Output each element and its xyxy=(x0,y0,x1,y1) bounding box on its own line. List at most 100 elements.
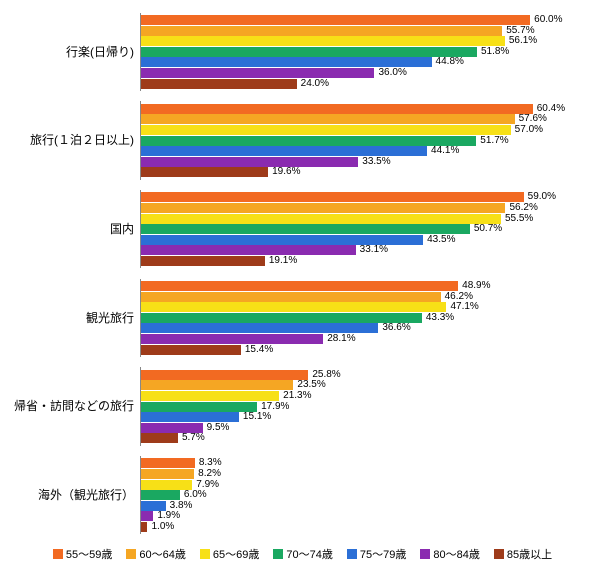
legend-label: 75～79歳 xyxy=(360,546,406,562)
bar xyxy=(141,412,239,422)
bar-value-label: 55.7% xyxy=(506,26,534,36)
legend-swatch xyxy=(273,549,283,559)
bar xyxy=(141,192,524,202)
bar-value-label: 51.8% xyxy=(481,47,509,57)
bar xyxy=(141,423,203,433)
bar-row: 8.3% xyxy=(141,458,595,468)
bar-row: 8.2% xyxy=(141,469,595,479)
bar-value-label: 43.5% xyxy=(427,235,455,245)
legend-label: 55～59歳 xyxy=(66,546,112,562)
bar-row: 23.5% xyxy=(141,380,595,390)
bar-value-label: 47.1% xyxy=(450,302,478,312)
bar xyxy=(141,292,441,302)
bar xyxy=(141,79,297,89)
bar-row: 55.7% xyxy=(141,26,595,36)
bar-row: 15.1% xyxy=(141,412,595,422)
bar xyxy=(141,345,241,355)
bar-value-label: 57.6% xyxy=(519,114,547,124)
bar-row: 33.1% xyxy=(141,245,595,255)
bar-row: 7.9% xyxy=(141,480,595,490)
bar-value-label: 25.8% xyxy=(312,370,340,380)
bar xyxy=(141,522,147,532)
category-group: 旅行(１泊２日以上)60.4%57.6%57.0%51.7%44.1%33.5%… xyxy=(10,97,595,185)
legend-label: 70～74歳 xyxy=(286,546,332,562)
bar-value-label: 21.3% xyxy=(283,391,311,401)
bar-value-label: 55.5% xyxy=(505,214,533,224)
legend: 55～59歳60～64歳65～69歳70～74歳75～79歳80～84歳85歳以… xyxy=(10,546,595,562)
bar-row: 48.9% xyxy=(141,281,595,291)
bar xyxy=(141,402,257,412)
chart-container: 行楽(日帰り)60.0%55.7%56.1%51.8%44.8%36.0%24.… xyxy=(0,0,605,580)
bar-value-label: 56.2% xyxy=(509,203,537,213)
bar-value-label: 33.5% xyxy=(362,157,390,167)
bars-column: 60.0%55.7%56.1%51.8%44.8%36.0%24.0% xyxy=(140,13,595,91)
bar-value-label: 60.4% xyxy=(537,104,565,114)
bar-row: 36.0% xyxy=(141,68,595,78)
bar-row: 25.8% xyxy=(141,370,595,380)
bar xyxy=(141,323,378,333)
bar xyxy=(141,391,279,401)
bar-value-label: 56.1% xyxy=(509,36,537,46)
bar-value-label: 46.2% xyxy=(445,292,473,302)
category-group: 行楽(日帰り)60.0%55.7%56.1%51.8%44.8%36.0%24.… xyxy=(10,8,595,96)
bar xyxy=(141,57,432,67)
bar-value-label: 57.0% xyxy=(515,125,543,135)
legend-item: 65～69歳 xyxy=(200,546,259,562)
bar xyxy=(141,146,427,156)
bar xyxy=(141,224,470,234)
bar-row: 24.0% xyxy=(141,79,595,89)
legend-item: 75～79歳 xyxy=(347,546,406,562)
bar-value-label: 48.9% xyxy=(462,281,490,291)
bar-row: 60.0% xyxy=(141,15,595,25)
bar-value-label: 8.2% xyxy=(198,469,221,479)
bar-value-label: 23.5% xyxy=(297,380,325,390)
category-label: 観光旅行 xyxy=(10,311,140,325)
bar-row: 50.7% xyxy=(141,224,595,234)
bar-row: 51.7% xyxy=(141,136,595,146)
bar xyxy=(141,203,505,213)
bar-value-label: 1.0% xyxy=(151,522,174,532)
bar xyxy=(141,511,153,521)
bar-value-label: 17.9% xyxy=(261,402,289,412)
bar xyxy=(141,370,308,380)
bar-row: 51.8% xyxy=(141,47,595,57)
bar-value-label: 19.6% xyxy=(272,167,300,177)
bar-value-label: 28.1% xyxy=(327,334,355,344)
bar-row: 1.9% xyxy=(141,511,595,521)
bar-value-label: 24.0% xyxy=(301,79,329,89)
legend-swatch xyxy=(347,549,357,559)
bar-value-label: 44.1% xyxy=(431,146,459,156)
bar-row: 44.1% xyxy=(141,146,595,156)
bar xyxy=(141,157,358,167)
bars-column: 8.3%8.2%7.9%6.0%3.8%1.9%1.0% xyxy=(140,456,595,534)
bar xyxy=(141,26,502,36)
bar-row: 59.0% xyxy=(141,192,595,202)
bar-row: 6.0% xyxy=(141,490,595,500)
category-label: 行楽(日帰り) xyxy=(10,45,140,59)
bar xyxy=(141,433,178,443)
legend-swatch xyxy=(53,549,63,559)
bar xyxy=(141,458,195,468)
bar-row: 47.1% xyxy=(141,302,595,312)
bar xyxy=(141,235,423,245)
category-label: 帰省・訪問などの旅行 xyxy=(10,399,140,413)
bars-column: 48.9%46.2%47.1%43.3%36.6%28.1%15.4% xyxy=(140,279,595,357)
bars-column: 59.0%56.2%55.5%50.7%43.5%33.1%19.1% xyxy=(140,190,595,268)
legend-label: 65～69歳 xyxy=(213,546,259,562)
bars-column: 25.8%23.5%21.3%17.9%15.1%9.5%5.7% xyxy=(140,367,595,445)
bar-row: 9.5% xyxy=(141,423,595,433)
category-group: 海外（観光旅行）8.3%8.2%7.9%6.0%3.8%1.9%1.0% xyxy=(10,451,595,539)
bar-row: 36.6% xyxy=(141,323,595,333)
bar xyxy=(141,15,530,25)
bar-row: 55.5% xyxy=(141,214,595,224)
bar xyxy=(141,501,166,511)
bar-row: 15.4% xyxy=(141,345,595,355)
bar xyxy=(141,214,501,224)
bar xyxy=(141,47,477,57)
bar xyxy=(141,334,323,344)
category-group: 国内59.0%56.2%55.5%50.7%43.5%33.1%19.1% xyxy=(10,185,595,273)
category-label: 国内 xyxy=(10,222,140,236)
bar-value-label: 5.7% xyxy=(182,433,205,443)
bar-row: 21.3% xyxy=(141,391,595,401)
bar xyxy=(141,256,265,266)
